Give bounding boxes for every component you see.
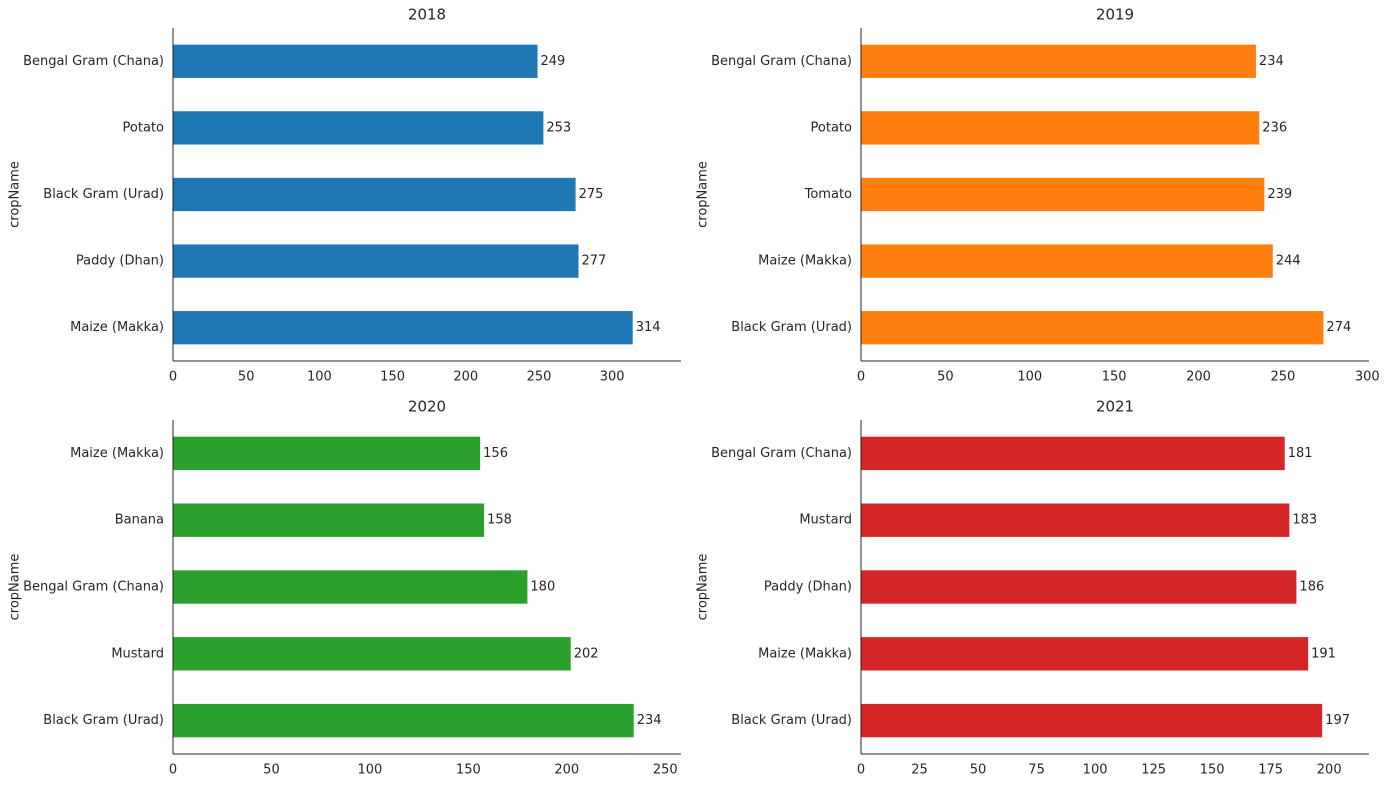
x-tick-label: 125 (1141, 763, 1166, 778)
bar (173, 177, 576, 212)
y-axis-label: cropName (696, 554, 711, 621)
y-axis-label: cropName (8, 161, 23, 228)
y-tick-label: Black Gram (Urad) (731, 713, 852, 728)
bar (173, 637, 571, 671)
y-tick-label: Bengal Gram (Chana) (711, 54, 852, 69)
x-tick-label: 0 (169, 763, 177, 778)
y-tick-label: Potato (811, 120, 852, 135)
bar-value-label: 275 (579, 187, 604, 202)
x-tick-label: 300 (600, 370, 625, 385)
bar-value-label: 253 (546, 120, 571, 135)
bar-value-label: 186 (1299, 580, 1324, 595)
x-tick-label: 200 (453, 370, 478, 385)
x-tick-label: 50 (937, 370, 954, 385)
chart-title: 2018 (408, 6, 446, 24)
y-axis-label: cropName (696, 161, 711, 228)
x-tick-label: 100 (307, 370, 332, 385)
bar-value-label: 191 (1311, 646, 1336, 661)
x-tick-label: 150 (456, 763, 481, 778)
bar-value-label: 236 (1262, 120, 1287, 135)
y-tick-label: Mustard (111, 646, 164, 661)
x-tick-label: 250 (527, 370, 552, 385)
y-tick-label: Bengal Gram (Chana) (711, 446, 852, 461)
bar (861, 637, 1309, 671)
bar (173, 244, 579, 278)
bar (173, 503, 485, 537)
y-tick-label: Potato (123, 120, 164, 135)
y-tick-label: Bengal Gram (Chana) (23, 580, 164, 595)
x-tick-label: 0 (857, 763, 865, 778)
bar-value-label: 234 (1259, 54, 1284, 69)
bar-value-label: 244 (1276, 254, 1301, 269)
x-tick-label: 25 (911, 763, 928, 778)
bar (173, 703, 634, 738)
bar (173, 436, 481, 471)
bar-value-label: 181 (1288, 446, 1313, 461)
bar-value-label: 156 (483, 446, 508, 461)
x-tick-label: 300 (1355, 370, 1380, 385)
chart-title: 2019 (1096, 6, 1134, 24)
y-tick-label: Maize (Makka) (70, 446, 164, 461)
bar (861, 570, 1297, 604)
chart-title: 2021 (1096, 398, 1134, 416)
x-tick-label: 50 (238, 370, 255, 385)
y-tick-label: Black Gram (Urad) (43, 187, 164, 202)
bar (173, 111, 544, 145)
bar (861, 503, 1290, 537)
y-tick-label: Paddy (Dhan) (76, 254, 164, 269)
bar (861, 44, 1256, 78)
x-tick-label: 100 (1017, 370, 1042, 385)
y-tick-label: Tomato (804, 187, 852, 202)
y-tick-label: Maize (Makka) (758, 646, 852, 661)
y-tick-label: Maize (Makka) (758, 254, 852, 269)
bar-value-label: 239 (1267, 187, 1292, 202)
x-tick-label: 50 (263, 763, 280, 778)
y-tick-label: Bengal Gram (Chana) (23, 54, 164, 69)
bar-value-label: 202 (574, 646, 599, 661)
y-tick-label: Black Gram (Urad) (731, 320, 852, 335)
x-tick-label: 200 (554, 763, 579, 778)
y-tick-label: Maize (Makka) (70, 320, 164, 335)
bar-value-label: 277 (582, 254, 607, 269)
chart-title: 2020 (408, 398, 446, 416)
x-tick-label: 150 (1200, 763, 1225, 778)
bar (173, 570, 528, 604)
x-tick-label: 100 (1083, 763, 1108, 778)
x-tick-label: 175 (1258, 763, 1283, 778)
x-tick-label: 0 (169, 370, 177, 385)
x-tick-label: 100 (357, 763, 382, 778)
bar-value-label: 180 (530, 580, 555, 595)
bar (861, 244, 1273, 278)
y-tick-label: Mustard (799, 513, 852, 528)
bar-value-label: 183 (1292, 513, 1317, 528)
x-tick-label: 200 (1186, 370, 1211, 385)
bar-value-label: 274 (1326, 320, 1351, 335)
bar (173, 44, 538, 78)
x-tick-label: 200 (1317, 763, 1342, 778)
bar (861, 703, 1323, 738)
bar-value-label: 158 (487, 513, 512, 528)
x-tick-label: 50 (970, 763, 987, 778)
x-tick-label: 250 (653, 763, 678, 778)
x-tick-label: 75 (1028, 763, 1045, 778)
y-tick-label: Banana (115, 513, 164, 528)
bar (861, 311, 1324, 345)
x-tick-label: 0 (857, 370, 865, 385)
x-tick-label: 150 (1102, 370, 1127, 385)
x-tick-label: 250 (1271, 370, 1296, 385)
y-axis-label: cropName (8, 554, 23, 621)
bar-value-label: 197 (1325, 713, 1350, 728)
bar (173, 311, 633, 345)
x-tick-label: 150 (380, 370, 405, 385)
bar (861, 436, 1285, 471)
bar (861, 177, 1265, 212)
y-tick-label: Paddy (Dhan) (764, 580, 852, 595)
bar (861, 111, 1260, 145)
bar-value-label: 234 (637, 713, 662, 728)
y-tick-label: Black Gram (Urad) (43, 713, 164, 728)
bar-value-label: 249 (541, 54, 566, 69)
bar-value-label: 314 (636, 320, 661, 335)
